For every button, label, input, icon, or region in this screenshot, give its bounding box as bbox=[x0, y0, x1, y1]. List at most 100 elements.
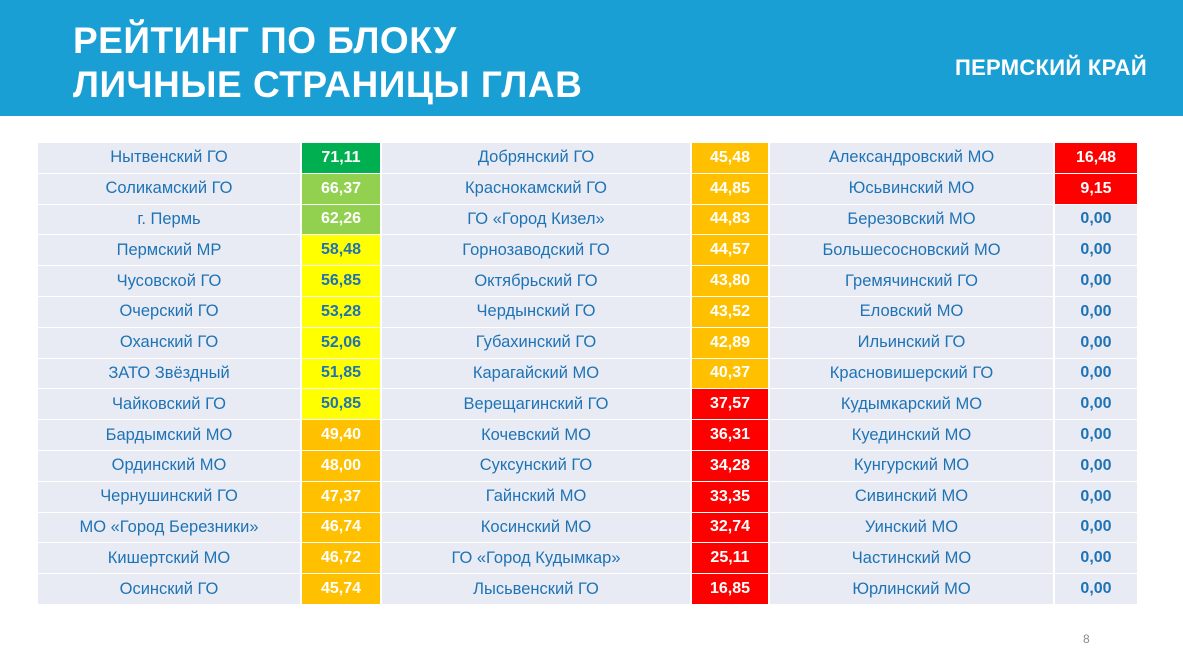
region-label: ПЕРМСКИЙ КРАЙ bbox=[954, 55, 1147, 80]
rating-value: 58,48 bbox=[302, 235, 382, 267]
municipality-name: Пермский МР bbox=[38, 235, 302, 267]
table-row: Чернушинский ГО 47,37 Гайнский МО 33,35 Сиви… bbox=[38, 481, 1137, 513]
table-row: Осинский ГО 45,74 Лысьвенский ГО 16,85 Юрлин… bbox=[38, 574, 1137, 605]
page-number: 8 bbox=[1083, 632, 1090, 646]
municipality-name: Кишертский МО bbox=[38, 543, 302, 575]
municipality-name: Чусовской ГО bbox=[38, 266, 302, 297]
municipality-name: ЗАТО Звёздный bbox=[38, 358, 302, 390]
rating-value: 46,72 bbox=[302, 543, 382, 575]
municipality-name: Суксунский ГО bbox=[382, 450, 692, 482]
rating-value: 43,52 bbox=[692, 296, 770, 328]
municipality-name: Сивинский МО bbox=[770, 481, 1055, 513]
municipality-name: Красновишерский ГО bbox=[770, 358, 1055, 390]
rating-value: 0,00 bbox=[1055, 420, 1137, 451]
rating-value: 46,74 bbox=[302, 512, 382, 544]
rating-value: 40,37 bbox=[692, 358, 770, 390]
municipality-name: Нытвенский ГО bbox=[38, 143, 302, 174]
rating-value: 33,35 bbox=[692, 481, 770, 513]
rating-value: 52,06 bbox=[302, 327, 382, 359]
rating-value: 71,11 bbox=[302, 143, 382, 174]
rating-value: 34,28 bbox=[692, 450, 770, 482]
table-row: Нытвенский ГО 71,11 Добрянский ГО 45,48 Алек… bbox=[38, 143, 1137, 174]
table-row: Бардымский МО 49,40 Кочевский МО 36,31 Куеди… bbox=[38, 420, 1137, 451]
title-line-2: ЛИЧНЫЕ СТРАНИЦЫ ГЛАВ bbox=[73, 64, 583, 105]
rating-value: 56,85 bbox=[302, 266, 382, 297]
rating-value: 49,40 bbox=[302, 420, 382, 451]
rating-value: 45,48 bbox=[692, 143, 770, 174]
municipality-name: Чайковский ГО bbox=[38, 389, 302, 421]
municipality-name: Верещагинский ГО bbox=[382, 389, 692, 421]
municipality-name: Ординский МО bbox=[38, 450, 302, 482]
municipality-name: ГО «Город Кудымкар» bbox=[382, 543, 692, 575]
table-row: Оханский ГО 52,06 Губахинский ГО 42,89 Ильин… bbox=[38, 327, 1137, 359]
rating-value: 9,15 bbox=[1055, 173, 1137, 205]
page-title: РЕЙТИНГ ПО БЛОКУ ЛИЧНЫЕ СТРАНИЦЫ ГЛАВ bbox=[73, 19, 582, 107]
table-row: ЗАТО Звёздный 51,85 Карагайский МО 40,37 Кра… bbox=[38, 358, 1137, 390]
municipality-name: Губахинский ГО bbox=[382, 327, 692, 359]
rating-value: 0,00 bbox=[1055, 574, 1137, 605]
municipality-name: г. Пермь bbox=[38, 204, 302, 236]
table-row: Чусовской ГО 56,85 Октябрьский ГО 43,80 Грем… bbox=[38, 266, 1137, 297]
rating-value: 0,00 bbox=[1055, 235, 1137, 267]
rating-value: 44,83 bbox=[692, 204, 770, 236]
rating-value: 0,00 bbox=[1055, 450, 1137, 482]
table-row: г. Пермь 62,26 ГО «Город Кизел» 44,83 Березо… bbox=[38, 204, 1137, 236]
municipality-name: Оханский ГО bbox=[38, 327, 302, 359]
municipality-name: Лысьвенский ГО bbox=[382, 574, 692, 605]
rating-value: 66,37 bbox=[302, 173, 382, 205]
municipality-name: Березовский МО bbox=[770, 204, 1055, 236]
municipality-name: Александровский МО bbox=[770, 143, 1055, 174]
table-row: Соликамский ГО 66,37 Краснокамский ГО 44,85… bbox=[38, 173, 1137, 205]
header-banner: РЕЙТИНГ ПО БЛОКУ ЛИЧНЫЕ СТРАНИЦЫ ГЛАВ ПЕ… bbox=[0, 0, 1183, 116]
municipality-name: Октябрьский ГО bbox=[382, 266, 692, 297]
municipality-name: Краснокамский ГО bbox=[382, 173, 692, 205]
title-line-1: РЕЙТИНГ ПО БЛОКУ bbox=[73, 20, 457, 61]
municipality-name: Уинский МО bbox=[770, 512, 1055, 544]
rating-value: 62,26 bbox=[302, 204, 382, 236]
rating-value: 43,80 bbox=[692, 266, 770, 297]
rating-value: 37,57 bbox=[692, 389, 770, 421]
municipality-name: Чердынский ГО bbox=[382, 296, 692, 328]
rating-value: 47,37 bbox=[302, 481, 382, 513]
rating-value: 44,57 bbox=[692, 235, 770, 267]
rating-value: 45,74 bbox=[302, 574, 382, 605]
municipality-name: Кудымкарский МО bbox=[770, 389, 1055, 421]
municipality-name: МО «Город Березники» bbox=[38, 512, 302, 544]
municipality-name: Ильинский ГО bbox=[770, 327, 1055, 359]
municipality-name: Частинский МО bbox=[770, 543, 1055, 575]
rating-value: 0,00 bbox=[1055, 481, 1137, 513]
municipality-name: Горнозаводский ГО bbox=[382, 235, 692, 267]
municipality-name: Карагайский МО bbox=[382, 358, 692, 390]
table-row: МО «Город Березники» 46,74 Косинский МО 32,… bbox=[38, 512, 1137, 544]
rating-value: 36,31 bbox=[692, 420, 770, 451]
municipality-name: ГО «Город Кизел» bbox=[382, 204, 692, 236]
municipality-name: Кочевский МО bbox=[382, 420, 692, 451]
municipality-name: Куединский МО bbox=[770, 420, 1055, 451]
rating-value: 0,00 bbox=[1055, 512, 1137, 544]
rating-value: 48,00 bbox=[302, 450, 382, 482]
municipality-name: Осинский ГО bbox=[38, 574, 302, 605]
table-row: Очерский ГО 53,28 Чердынский ГО 43,52 Еловск… bbox=[38, 296, 1137, 328]
rating-value: 16,85 bbox=[692, 574, 770, 605]
table-row: Пермский МР 58,48 Горнозаводский ГО 44,57 Бо… bbox=[38, 235, 1137, 267]
table-row: Чайковский ГО 50,85 Верещагинский ГО 37,57 К… bbox=[38, 389, 1137, 421]
rating-value: 32,74 bbox=[692, 512, 770, 544]
rating-value: 25,11 bbox=[692, 543, 770, 575]
rating-value: 0,00 bbox=[1055, 204, 1137, 236]
rating-value: 53,28 bbox=[302, 296, 382, 328]
municipality-name: Соликамский ГО bbox=[38, 173, 302, 205]
rating-value: 0,00 bbox=[1055, 327, 1137, 359]
municipality-name: Косинский МО bbox=[382, 512, 692, 544]
municipality-name: Добрянский ГО bbox=[382, 143, 692, 174]
municipality-name: Юсьвинский МО bbox=[770, 173, 1055, 205]
municipality-name: Еловский МО bbox=[770, 296, 1055, 328]
rating-value: 50,85 bbox=[302, 389, 382, 421]
municipality-name: Юрлинский МО bbox=[770, 574, 1055, 605]
rating-value: 0,00 bbox=[1055, 266, 1137, 297]
rating-value: 44,85 bbox=[692, 173, 770, 205]
table-row: Кишертский МО 46,72 ГО «Город Кудымкар» 25,… bbox=[38, 543, 1137, 575]
municipality-name: Кунгурский МО bbox=[770, 450, 1055, 482]
rating-table: Нытвенский ГО 71,11 Добрянский ГО 45,48 Алек… bbox=[38, 143, 1137, 605]
rating-value: 0,00 bbox=[1055, 296, 1137, 328]
municipality-name: Гайнский МО bbox=[382, 481, 692, 513]
